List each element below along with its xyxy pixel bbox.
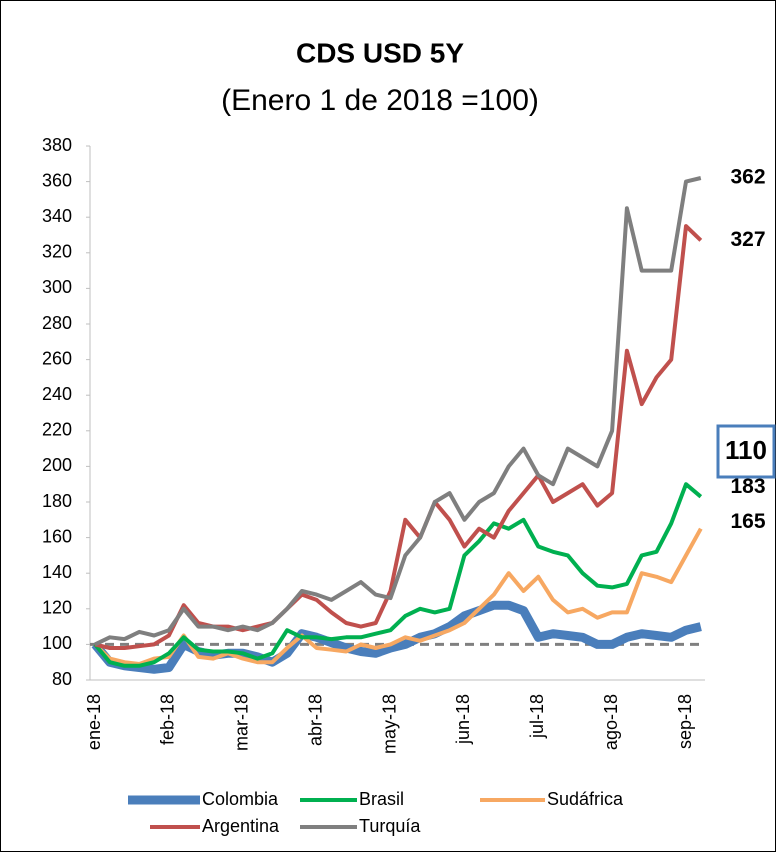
x-tick-label: jul-18	[527, 694, 547, 739]
y-tick-label: 80	[52, 669, 72, 689]
y-tick-label: 120	[42, 598, 72, 618]
x-tick-label: sep-18	[675, 694, 695, 749]
legend-label: Sudáfrica	[547, 789, 624, 809]
end-value-label: 362	[730, 166, 765, 189]
end-value-label: 165	[730, 510, 765, 533]
series-line	[93, 482, 703, 668]
legend-label: Colombia	[202, 789, 279, 809]
series-line	[93, 527, 703, 666]
y-tick-label: 360	[42, 170, 72, 190]
y-tick-label: 280	[42, 313, 72, 333]
x-tick-label: jun-18	[453, 694, 473, 745]
legend-label: Brasil	[359, 789, 404, 809]
y-tick-label: 320	[42, 242, 72, 262]
end-value-label: 327	[730, 228, 765, 251]
y-tick-label: 100	[42, 633, 72, 653]
x-tick-label: abr-18	[305, 694, 325, 746]
value-box	[716, 424, 776, 479]
x-tick-label: feb-18	[158, 694, 178, 745]
y-tick-label: 140	[42, 562, 72, 582]
series-line	[94, 224, 703, 650]
y-tick-label: 200	[42, 455, 72, 475]
end-value-label: 110	[725, 435, 767, 465]
y-tick-label: 180	[42, 491, 72, 511]
y-tick-label: 240	[42, 384, 72, 404]
x-tick-label: ene-18	[84, 694, 104, 750]
y-tick-label: 340	[42, 206, 72, 226]
chart-subtitle: (Enero 1 de 2018 =100)	[221, 84, 539, 117]
y-tick-label: 160	[42, 526, 72, 546]
y-tick-label: 380	[42, 135, 72, 155]
x-tick-label: mar-18	[232, 694, 252, 751]
y-tick-label: 220	[42, 420, 72, 440]
x-tick-label: ago-18	[601, 694, 621, 750]
chart-title: CDS USD 5Y	[296, 37, 464, 68]
y-tick-label: 300	[42, 277, 72, 297]
legend-label: Turquía	[359, 816, 421, 836]
end-value-label: 183	[730, 475, 765, 498]
legend-label: Argentina	[202, 816, 280, 836]
x-tick-label: may-18	[379, 694, 399, 754]
series-line	[94, 176, 702, 647]
y-tick-label: 260	[42, 348, 72, 368]
